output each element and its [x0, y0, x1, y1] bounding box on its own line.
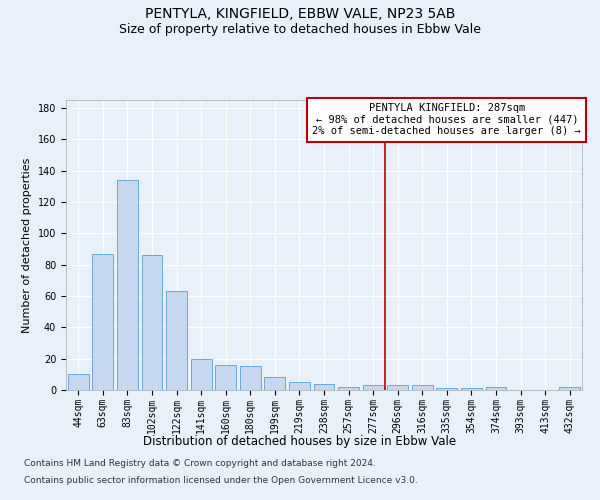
- Text: Contains public sector information licensed under the Open Government Licence v3: Contains public sector information licen…: [24, 476, 418, 485]
- Bar: [338, 387, 359, 390]
- Bar: [166, 291, 187, 390]
- Bar: [117, 180, 138, 390]
- Bar: [436, 388, 457, 390]
- Bar: [240, 366, 261, 390]
- Bar: [387, 386, 408, 390]
- Bar: [92, 254, 113, 390]
- Text: Contains HM Land Registry data © Crown copyright and database right 2024.: Contains HM Land Registry data © Crown c…: [24, 458, 376, 468]
- Bar: [289, 382, 310, 390]
- Bar: [265, 378, 286, 390]
- Y-axis label: Number of detached properties: Number of detached properties: [22, 158, 32, 332]
- Text: PENTYLA, KINGFIELD, EBBW VALE, NP23 5AB: PENTYLA, KINGFIELD, EBBW VALE, NP23 5AB: [145, 8, 455, 22]
- Bar: [412, 386, 433, 390]
- Bar: [215, 365, 236, 390]
- Text: PENTYLA KINGFIELD: 287sqm
← 98% of detached houses are smaller (447)
2% of semi-: PENTYLA KINGFIELD: 287sqm ← 98% of detac…: [313, 103, 581, 136]
- Bar: [314, 384, 334, 390]
- Text: Size of property relative to detached houses in Ebbw Vale: Size of property relative to detached ho…: [119, 22, 481, 36]
- Bar: [68, 374, 89, 390]
- Bar: [559, 387, 580, 390]
- Bar: [485, 387, 506, 390]
- Bar: [142, 255, 163, 390]
- Bar: [362, 386, 383, 390]
- Text: Distribution of detached houses by size in Ebbw Vale: Distribution of detached houses by size …: [143, 435, 457, 448]
- Bar: [461, 388, 482, 390]
- Bar: [191, 358, 212, 390]
